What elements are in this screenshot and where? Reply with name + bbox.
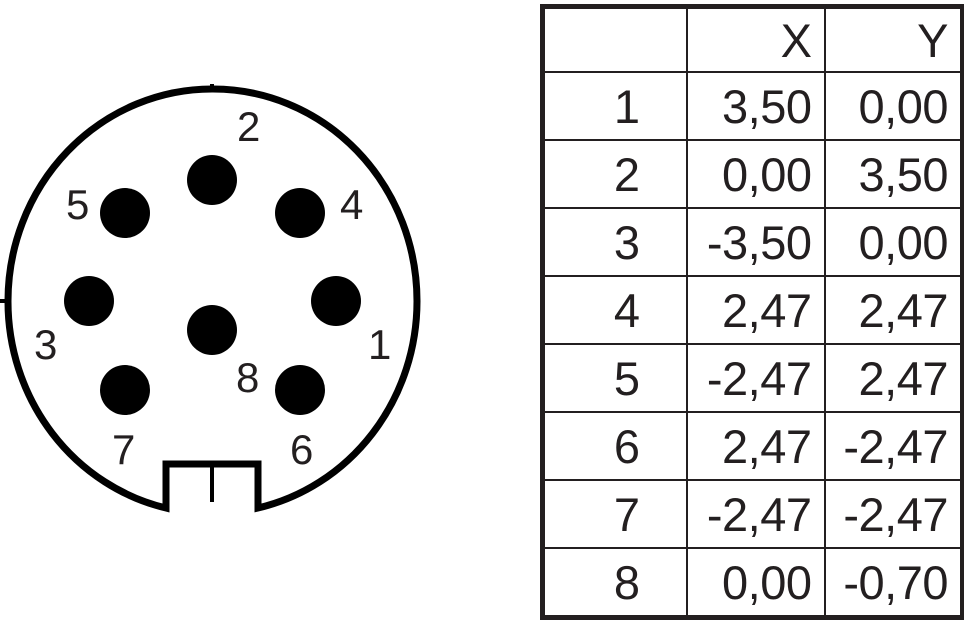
pin-contact-5 xyxy=(100,188,150,238)
cell-pin: 5 xyxy=(541,343,688,413)
cell-pin: 4 xyxy=(541,275,688,345)
cell-pin: 1 xyxy=(541,71,688,141)
cell-x: 0,00 xyxy=(685,547,826,619)
cell-x: 3,50 xyxy=(685,71,826,141)
pin-contact-8 xyxy=(187,305,237,355)
cell-x: -2,47 xyxy=(685,343,826,413)
table-row: 1 3,50 0,00 xyxy=(541,71,964,141)
coordinate-table-container: X Y 1 3,50 0,00 2 0,00 3,50 3 -3,50 xyxy=(540,4,964,620)
cell-y: 0,00 xyxy=(823,207,964,277)
pin-contact-3 xyxy=(64,276,114,326)
pin-label-5: 5 xyxy=(66,181,89,228)
cell-y: 3,50 xyxy=(823,139,964,209)
table-header: X Y xyxy=(541,5,964,73)
pin-contact-1 xyxy=(311,276,361,326)
table-row: 7 -2,47 -2,47 xyxy=(541,479,964,549)
cell-x: -2,47 xyxy=(685,479,826,549)
connector-diagram-svg: 2 5 4 3 1 8 7 6 xyxy=(0,84,427,516)
cell-pin: 7 xyxy=(541,479,688,549)
cell-y: 2,47 xyxy=(823,275,964,345)
pin-label-4: 4 xyxy=(340,181,363,228)
cell-y: -2,47 xyxy=(823,479,964,549)
cell-pin: 8 xyxy=(541,547,688,619)
cell-x: 2,47 xyxy=(685,275,826,345)
cell-y: -0,70 xyxy=(823,547,964,619)
cell-pin: 3 xyxy=(541,207,688,277)
cell-pin: 6 xyxy=(541,411,688,481)
header-x-column: X xyxy=(685,5,826,73)
pin-label-1: 1 xyxy=(368,321,391,368)
pin-coordinate-table: X Y 1 3,50 0,00 2 0,00 3,50 3 -3,50 xyxy=(540,4,964,620)
table-row: 4 2,47 2,47 xyxy=(541,275,964,345)
table-row: 2 0,00 3,50 xyxy=(541,139,964,209)
table-row: 3 -3,50 0,00 xyxy=(541,207,964,277)
pin-contact-2 xyxy=(187,155,237,205)
cell-x: 0,00 xyxy=(685,139,826,209)
cell-y: 2,47 xyxy=(823,343,964,413)
pin-label-7: 7 xyxy=(112,426,135,473)
cell-y: 0,00 xyxy=(823,71,964,141)
cell-x: 2,47 xyxy=(685,411,826,481)
pin-label-8: 8 xyxy=(236,354,259,401)
pin-label-6: 6 xyxy=(290,426,313,473)
pin-label-3: 3 xyxy=(34,321,57,368)
pin-contact-4 xyxy=(275,188,325,238)
connector-diagram: 2 5 4 3 1 8 7 6 xyxy=(0,84,427,516)
pin-contact-6 xyxy=(275,365,325,415)
header-pin-column xyxy=(541,5,688,73)
table-row: 6 2,47 -2,47 xyxy=(541,411,964,481)
table-header-row: X Y xyxy=(541,5,964,73)
cell-y: -2,47 xyxy=(823,411,964,481)
cell-pin: 2 xyxy=(541,139,688,209)
table-row: 5 -2,47 2,47 xyxy=(541,343,964,413)
table-body: 1 3,50 0,00 2 0,00 3,50 3 -3,50 0,00 4 2… xyxy=(541,71,964,619)
table-row: 8 0,00 -0,70 xyxy=(541,547,964,619)
pin-label-2: 2 xyxy=(237,103,260,150)
pin-contact-7 xyxy=(100,365,150,415)
header-y-column: Y xyxy=(823,5,964,73)
cell-x: -3,50 xyxy=(685,207,826,277)
